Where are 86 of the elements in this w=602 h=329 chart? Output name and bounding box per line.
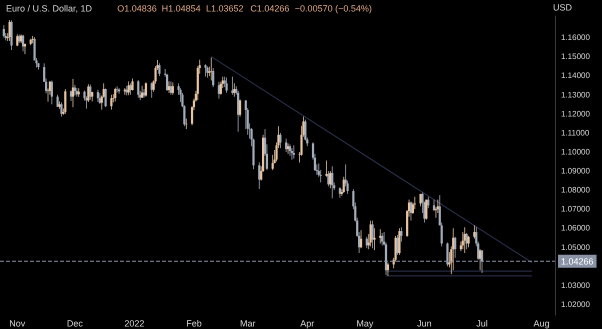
candlestick <box>238 99 242 118</box>
candlestick <box>2 24 5 38</box>
candlestick <box>331 166 334 199</box>
candlestick <box>366 236 368 249</box>
y-tick-label: 1.08000 <box>561 186 590 195</box>
candlestick <box>89 84 92 100</box>
x-tick-label: Jun <box>417 318 432 328</box>
x-tick-label: Jul <box>476 318 488 328</box>
y-tick-label: 1.06000 <box>561 224 590 233</box>
candlestick <box>168 81 170 94</box>
candlestick <box>204 64 207 78</box>
candlestick <box>8 20 11 42</box>
candlestick <box>128 81 130 96</box>
candlestick <box>410 201 412 222</box>
candlestick <box>126 86 128 96</box>
candlestick <box>427 196 430 209</box>
candlestick <box>371 220 374 249</box>
y-tick-label: 1.14000 <box>561 71 590 80</box>
candlestick <box>425 199 428 220</box>
text: −0.00570 (−0.54%) <box>294 4 372 14</box>
candlestick <box>419 194 422 207</box>
candlestick <box>381 232 384 246</box>
x-tick-label: Feb <box>186 318 202 328</box>
candlestick <box>379 228 382 244</box>
y-tick-label: 1.09000 <box>561 166 590 176</box>
candlestick <box>166 73 168 92</box>
y-tick-label: 1.13000 <box>561 90 590 100</box>
candlestick <box>279 132 282 149</box>
ref-line-label: 1.04266 <box>561 256 594 266</box>
y-tick-label: 1.03000 <box>561 280 590 290</box>
text: C1.04266 <box>250 4 290 14</box>
candlestick <box>360 230 362 249</box>
y-tick-label: 1.11000 <box>561 128 590 138</box>
y-tick-label: 1.16000 <box>561 33 590 42</box>
chart-title: Euro / U.S. Dollar, 1D <box>6 4 93 14</box>
y-tick-label: 1.07000 <box>561 204 590 214</box>
y-tick-label: 1.05000 <box>561 242 590 252</box>
candlestick <box>150 82 153 98</box>
x-tick-label: Aug <box>534 318 550 328</box>
candlestick <box>172 82 174 96</box>
candlestick <box>342 176 345 194</box>
candlestick <box>206 66 209 78</box>
candlestick <box>64 88 66 114</box>
y-tick-label: 1.10000 <box>561 147 590 156</box>
x-tick-label: 2022 <box>124 318 144 328</box>
x-tick-label: Mar <box>240 318 256 328</box>
candlestick <box>91 91 94 102</box>
x-tick-label: Dec <box>66 318 84 328</box>
candlestick <box>129 82 132 96</box>
candlestick <box>292 144 295 160</box>
candlestick <box>104 88 107 108</box>
candlestick <box>414 196 416 210</box>
candlestick <box>87 84 90 102</box>
candlestick <box>286 142 290 154</box>
text: H1.04854 <box>162 4 201 14</box>
x-tick-label: May <box>356 318 374 328</box>
candlestick <box>462 232 464 250</box>
candlestick <box>370 220 372 247</box>
candlestick <box>398 228 401 256</box>
candlestick <box>110 94 112 110</box>
candlestick <box>272 154 274 170</box>
candlestick <box>158 62 160 76</box>
candlestick <box>290 148 294 160</box>
x-tick-label: Apr <box>300 318 314 328</box>
candlestick <box>32 35 34 44</box>
candlestick <box>185 118 188 130</box>
candlestick <box>396 234 399 256</box>
y-tick-label: 1.12000 <box>561 109 590 118</box>
candlestick <box>400 226 402 242</box>
candlestick <box>56 94 59 108</box>
candlestick <box>258 162 260 190</box>
x-tick-label: Nov <box>9 318 26 328</box>
y-tick-label: 1.15000 <box>561 52 590 62</box>
text: O1.04836 <box>117 4 157 14</box>
y-axis-title: USD <box>553 2 572 12</box>
candlestick <box>288 144 292 156</box>
candlestick <box>74 84 76 96</box>
text: L1.03652 <box>206 4 244 14</box>
candlestick <box>137 80 140 98</box>
candlestick <box>233 82 236 98</box>
candlestick <box>16 34 18 47</box>
candlestick <box>10 20 13 50</box>
candlestick <box>114 87 116 102</box>
candlestick <box>473 224 476 240</box>
candlestick <box>212 68 214 88</box>
y-tick-label: 1.02000 <box>561 300 590 310</box>
